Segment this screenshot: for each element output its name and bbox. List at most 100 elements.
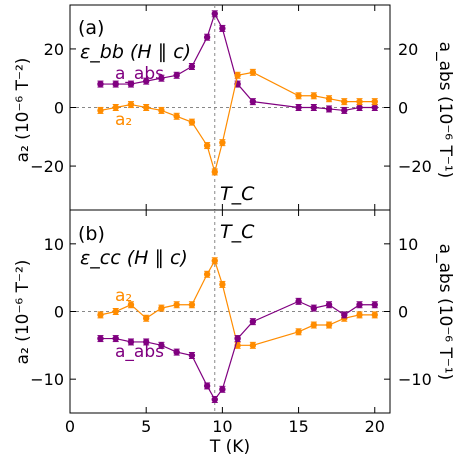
data-point [234, 72, 241, 79]
y-tick-label-right: 0 [398, 99, 408, 118]
data-point [249, 318, 257, 325]
data-point [142, 77, 150, 85]
data-point [219, 281, 226, 288]
series-line-0 [100, 259, 375, 346]
data-point [97, 311, 104, 319]
data-point [142, 315, 150, 322]
panel-a-strain-label: ε_bb (H ∥ c) [80, 41, 191, 63]
data-point [325, 301, 333, 308]
data-point [203, 271, 211, 278]
y-tick-label-right: −20 [398, 157, 432, 176]
panel-b-abs-label: a_abs [115, 342, 164, 362]
data-point [142, 104, 150, 111]
data-point [188, 63, 196, 70]
panel-a-ylabel: a₂ (10⁻⁶ T⁻²) [13, 58, 33, 163]
x-axis-ticks: 0 5 10 15 20 [65, 417, 385, 436]
y-tick-label: 20 [44, 40, 64, 59]
y-tick-label: 0 [54, 303, 64, 322]
data-point [219, 139, 226, 146]
data-point [203, 34, 211, 41]
data-point [325, 321, 333, 329]
data-point [234, 335, 241, 342]
data-point [188, 352, 196, 359]
data-point [112, 308, 119, 315]
data-point [371, 104, 378, 111]
data-point [356, 301, 363, 308]
data-point [325, 105, 333, 113]
data-point [188, 118, 196, 126]
data-point [371, 311, 378, 319]
panel-b: −10 −10 0 0 10 10 (b) ε_cc (H ∥ c) a₂ a_abs T… [13, 209, 455, 414]
data-point [112, 104, 119, 111]
panel-b-ticks: −10 −10 0 0 10 10 [30, 210, 432, 413]
data-point [295, 328, 302, 335]
panel-a-series [97, 10, 378, 176]
panel-a-ylabel-right: a_abs (10⁻⁶ T⁻¹) [435, 42, 455, 179]
data-point [127, 338, 135, 346]
data-point [112, 335, 119, 342]
data-point [142, 338, 150, 346]
data-point [310, 304, 318, 312]
data-point [219, 25, 226, 32]
x-tick-label: 20 [365, 417, 385, 436]
data-point [97, 80, 104, 88]
y-tick-label-right: 0 [398, 303, 408, 322]
x-tick-label: 0 [65, 417, 75, 436]
data-point [341, 107, 348, 114]
data-point [356, 98, 363, 105]
data-point [249, 69, 257, 76]
data-point [211, 257, 218, 264]
panel-b-label: (b) [78, 223, 105, 245]
data-point [203, 142, 211, 149]
data-point [127, 101, 135, 108]
data-point [295, 298, 302, 305]
panel-b-a2-label: a₂ [115, 286, 132, 306]
data-point [211, 10, 218, 17]
data-point [249, 342, 257, 349]
data-point [203, 382, 211, 390]
data-point [211, 396, 218, 403]
panel-b-strain-label: ε_cc (H ∥ c) [80, 247, 188, 269]
data-point [97, 107, 104, 114]
data-point [295, 104, 302, 111]
data-point [310, 321, 318, 329]
y-tick-label-right: 10 [398, 235, 418, 254]
panel-a-abs-label: a_abs [115, 64, 164, 84]
data-point [371, 98, 378, 105]
data-point [158, 75, 165, 82]
y-tick-label-right: 20 [398, 40, 418, 59]
panel-a-a2-label: a₂ [115, 110, 132, 130]
data-point [310, 92, 318, 99]
x-tick-label: 15 [288, 417, 308, 436]
y-tick-label-right: −10 [398, 370, 432, 389]
data-point [249, 98, 257, 105]
y-tick-label: 10 [44, 235, 64, 254]
panel-a-tc-label: T_C [220, 183, 255, 205]
data-point [127, 301, 135, 308]
data-point [188, 301, 196, 308]
data-point [211, 168, 218, 176]
y-tick-label: 0 [54, 99, 64, 118]
y-tick-label: −20 [30, 157, 64, 176]
data-point [173, 301, 180, 308]
data-point [112, 80, 119, 88]
data-point [173, 113, 180, 120]
data-point [341, 311, 348, 319]
data-point [310, 104, 318, 111]
panel-b-ylabel: a₂ (10⁻⁶ T⁻²) [13, 260, 33, 365]
y-tick-label: −10 [30, 370, 64, 389]
data-point [356, 104, 363, 111]
data-point [371, 301, 378, 308]
data-point [341, 98, 348, 105]
data-point [219, 386, 226, 393]
panel-b-series [97, 257, 378, 403]
panel-a-label: (a) [78, 17, 104, 39]
x-tick-label: 10 [212, 417, 232, 436]
data-point [173, 72, 180, 79]
data-point [173, 348, 180, 356]
data-point [127, 80, 135, 88]
panel-a-ticks: −20 −20 0 0 20 20 [30, 5, 432, 210]
panel-b-tc-label: T_C [220, 221, 255, 243]
x-tick-label: 5 [141, 417, 151, 436]
data-point [158, 342, 165, 349]
